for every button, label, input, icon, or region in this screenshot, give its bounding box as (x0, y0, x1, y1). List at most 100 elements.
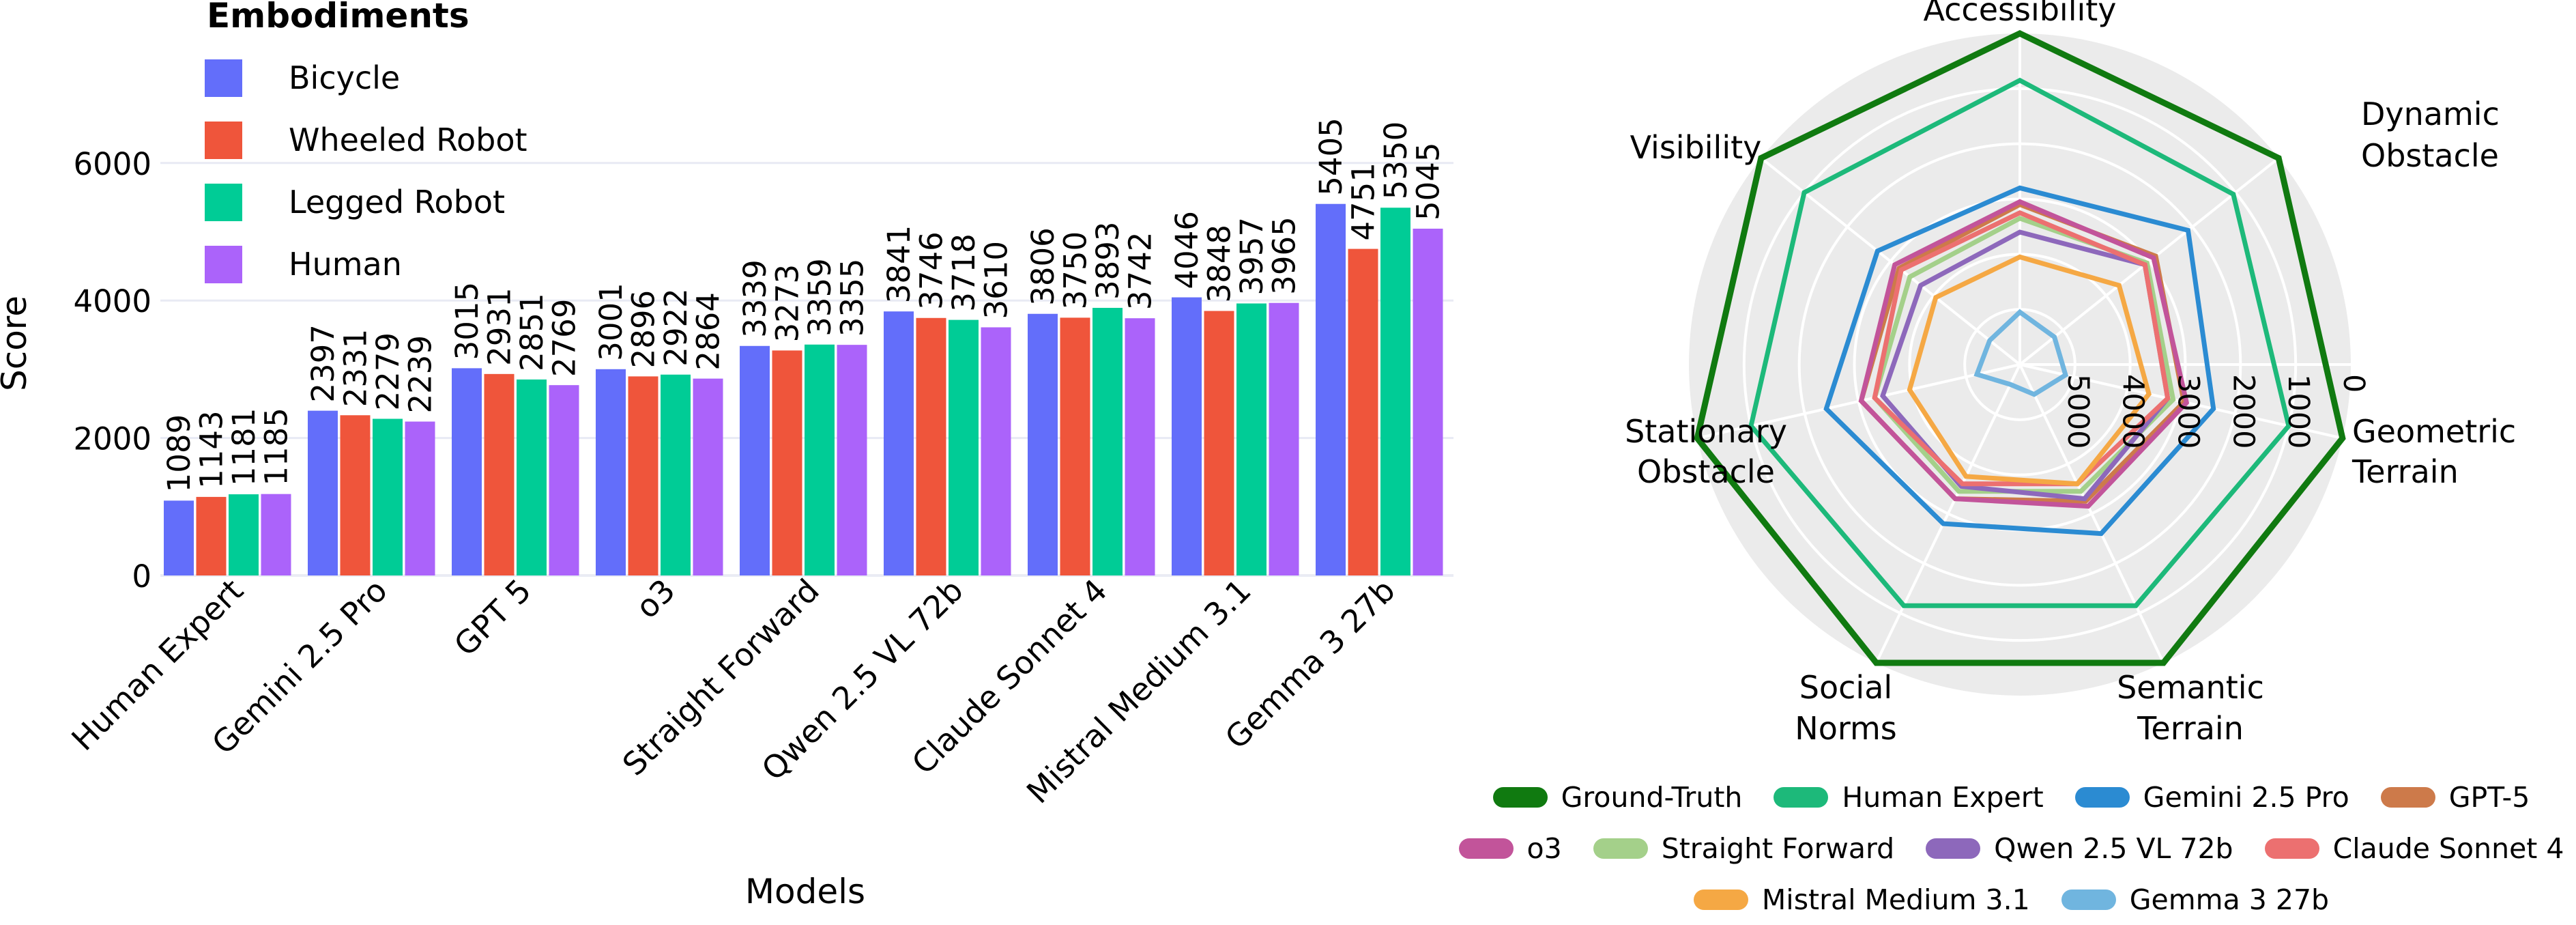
radar-legend-swatch (1492, 786, 1548, 808)
bar (1092, 307, 1123, 575)
bar (1125, 318, 1155, 575)
radar-legend-swatch (1458, 838, 1514, 859)
bar-legend-label: Bicycle (289, 59, 400, 96)
radar-legend: Ground-Truth Human Expert Gemini 2.5 Pro GP… (1447, 771, 2576, 925)
radar-series-line (1748, 77, 2291, 608)
bar (772, 350, 802, 575)
radar-legend-item[interactable]: Mistral Medium 3.1 (1693, 883, 2030, 916)
bar (1236, 303, 1267, 575)
bar (1316, 203, 1346, 575)
radar-legend-row: o3 Straight Forward Qwen 2.5 VL 72b Claude … (1447, 823, 2576, 874)
bar (1380, 208, 1410, 575)
bar-value-label: 3610 (979, 241, 1015, 319)
radar-legend-swatch (2061, 889, 2116, 910)
bar-value-label: 2896 (626, 290, 662, 369)
bar (1172, 297, 1202, 575)
bar-value-label: 2769 (547, 299, 583, 378)
radar-legend-label: Ground-Truth (1561, 780, 1743, 814)
bar (517, 379, 547, 575)
bar (229, 494, 259, 575)
bar-value-label: 3355 (835, 259, 871, 337)
bar-value-label: 2331 (338, 329, 374, 408)
bar (1348, 248, 1378, 575)
bar (405, 421, 435, 575)
bar-value-label: 4751 (1346, 162, 1382, 241)
bar (1028, 313, 1058, 575)
radar-series-line (1858, 199, 2190, 509)
radar-series-line (1694, 30, 2346, 666)
bar-value-label: 3848 (1202, 225, 1238, 303)
radar-axis-label: Geometric Terrain (2351, 413, 2516, 490)
radar-legend-item[interactable]: Ground-Truth (1492, 780, 1743, 814)
radar-legend-item[interactable]: Qwen 2.5 VL 72b (1926, 832, 2233, 865)
radar-axis-label: Dynamic Obstacle (2361, 96, 2500, 174)
bar-value-label: 3273 (770, 264, 806, 343)
bar (1204, 311, 1234, 575)
bar-legend-label: Human (289, 246, 402, 283)
radar-legend-item[interactable]: Gemma 3 27b (2061, 883, 2329, 916)
radar-legend-label: o3 (1526, 831, 1562, 865)
radar-legend-item[interactable]: Straight Forward (1593, 832, 1894, 865)
bar (884, 311, 914, 575)
bar-legend-swatch (205, 59, 242, 97)
bar-value-label: 5045 (1410, 142, 1447, 220)
bar-value-label: 5350 (1378, 122, 1414, 200)
x-axis-title: Models (745, 872, 865, 910)
radar-axis-label: Stationary Obstacle (1625, 413, 1787, 490)
bar-legend-swatch (205, 122, 242, 159)
bar (308, 410, 338, 575)
x-tick-label: o3 (628, 572, 682, 626)
bar (373, 418, 403, 575)
radar-legend-item[interactable]: Claude Sonnet 4 (2264, 832, 2564, 865)
bar (1269, 302, 1299, 575)
x-tick-label: GPT 5 (447, 572, 538, 664)
bar (196, 496, 227, 575)
bar-value-label: 3339 (737, 259, 773, 338)
radar-radial-tick: 2000 (2226, 374, 2260, 449)
radar-legend-row: Ground-Truth Human Expert Gemini 2.5 Pro GP… (1447, 771, 2576, 823)
radar-axis-label: Semantic Terrain (2117, 669, 2264, 747)
bar (340, 415, 371, 575)
bar-value-label: 1089 (161, 414, 197, 493)
radar-legend-swatch (2074, 786, 2130, 808)
bar-value-label: 3750 (1058, 231, 1094, 310)
bar (261, 494, 291, 575)
bar-value-label: 2922 (658, 288, 694, 367)
bar-value-label: 2397 (305, 324, 341, 403)
radar-legend-swatch (1774, 786, 1829, 808)
radar-series-line (1823, 185, 2216, 537)
radar-axis-label: Social Norms (1795, 669, 1896, 747)
bar (484, 373, 515, 575)
radar-radial-tick: 0 (2336, 374, 2371, 393)
bar-value-label: 3015 (449, 282, 485, 360)
radar-legend-item[interactable]: o3 (1458, 831, 1562, 865)
radar-legend-item[interactable]: Gemini 2.5 Pro (2074, 780, 2349, 814)
bar-value-label: 3359 (802, 258, 838, 337)
bar-legend-swatch (205, 246, 242, 283)
bar (740, 345, 770, 575)
radar-legend-item[interactable]: GPT-5 (2380, 781, 2530, 814)
bar (981, 327, 1011, 575)
radar-axis-label: Visibility (1630, 129, 1762, 166)
bar-value-label: 3841 (881, 225, 917, 304)
bar-value-label: 1185 (259, 408, 295, 486)
bar-legend-label: Wheeled Robot (289, 122, 527, 158)
radar-legend-swatch (1693, 889, 1748, 910)
y-tick-label: 2000 (73, 421, 151, 457)
radar-legend-item[interactable]: Human Expert (1774, 781, 2044, 814)
bar-value-label: 4046 (1169, 211, 1205, 289)
radar-legend-swatch (1593, 838, 1648, 859)
bar-value-label: 1143 (194, 410, 230, 489)
bar-value-label: 3893 (1090, 221, 1126, 300)
radar-chart: 5000 4000 3000 2000 1000 0 Accessibility Dynam… (1625, 0, 2516, 747)
bar-legend-title: Embodiments (207, 0, 469, 35)
bar (693, 378, 723, 575)
bar-value-label: 2931 (482, 287, 518, 366)
bar-legend-swatch (205, 184, 242, 221)
bar-value-label: 2864 (691, 292, 727, 371)
bar (549, 385, 579, 575)
radar-series-line (1973, 309, 2069, 397)
radar-legend-label: Gemini 2.5 Pro (2143, 780, 2349, 814)
